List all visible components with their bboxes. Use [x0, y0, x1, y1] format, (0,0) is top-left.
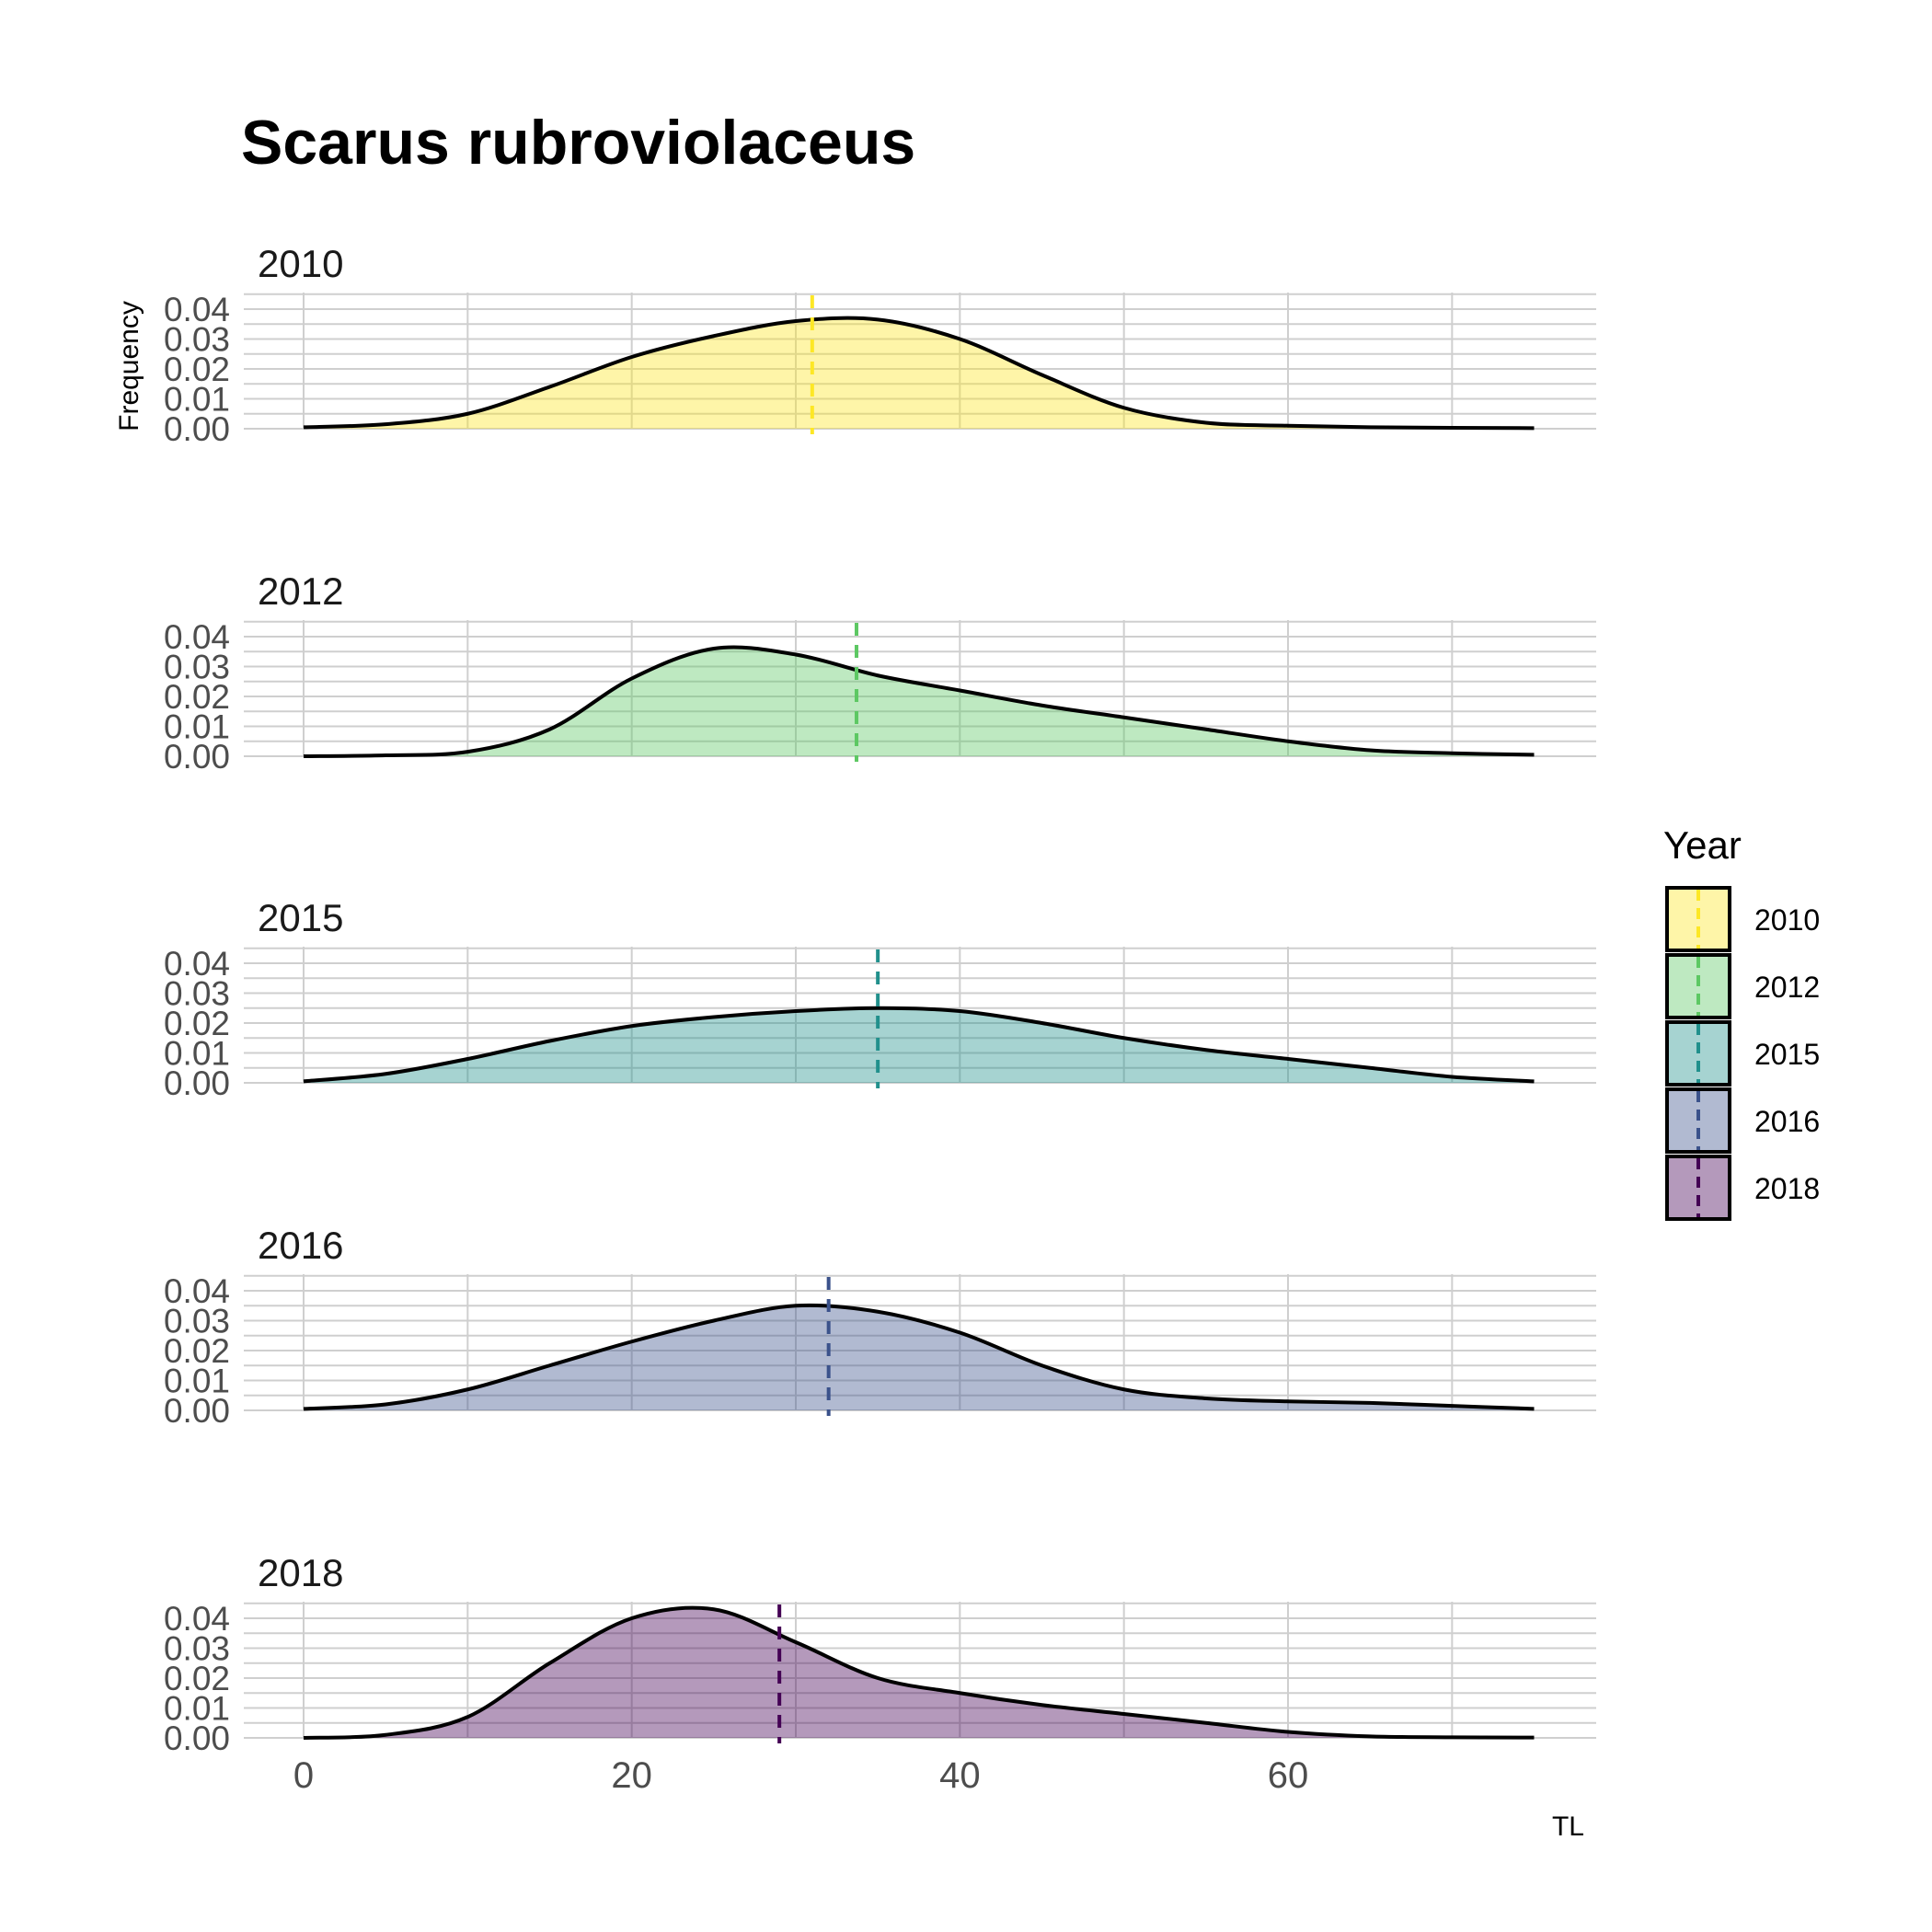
density-curve-2018: [303, 1605, 1535, 1740]
legend-label-2012: 2012: [1754, 971, 1820, 1004]
legend-label-2016: 2016: [1754, 1105, 1820, 1138]
density-area-2018: [304, 1607, 1535, 1738]
y-tick-label: 0.02: [164, 1332, 230, 1370]
y-tick-label: 0.02: [164, 678, 230, 716]
y-tick-label: 0.01: [164, 1363, 230, 1400]
y-tick-label: 0.04: [164, 1272, 230, 1310]
legend-label-2018: 2018: [1754, 1172, 1820, 1205]
y-tick-label: 0.01: [164, 381, 230, 419]
density-curve-2012: [303, 645, 1535, 758]
y-tick-label: 0.01: [164, 708, 230, 746]
y-tick-label: 0.01: [164, 1690, 230, 1728]
y-tick-label: 0.03: [164, 1303, 230, 1340]
y-tick-label: 0.02: [164, 351, 230, 388]
facet-label-2015: 2015: [258, 896, 343, 939]
x-tick-label: 20: [611, 1755, 652, 1796]
legend-item-2010: 2010: [1665, 886, 1820, 952]
facet-panels: 20100.000.010.020.030.0420120.000.010.02…: [164, 242, 1596, 1757]
y-tick-label: 0.02: [164, 1005, 230, 1042]
facet-2010: 2010 0.000.010.020.030.04: [164, 242, 1596, 448]
density-curve-2015: [303, 1006, 1535, 1084]
facet-2012: 2012 0.000.010.020.030.04: [164, 569, 1596, 776]
density-area-2015: [304, 1007, 1535, 1083]
facet-label-2010: 2010: [258, 242, 343, 285]
y-axis-title: Frequency: [114, 301, 144, 431]
y-tick-label: 0.03: [164, 975, 230, 1013]
y-tick-label: 0.04: [164, 945, 230, 983]
facet-2015: 2015 0.000.010.020.030.04: [164, 896, 1596, 1102]
legend-item-2015: 2015: [1665, 1020, 1820, 1087]
facet-2016: 2016 0.000.010.020.030.04: [164, 1224, 1596, 1430]
y-tick-label: 0.03: [164, 649, 230, 686]
legend-label-2010: 2010: [1754, 903, 1820, 937]
facet-label-2018: 2018: [258, 1551, 343, 1594]
density-area-2010: [304, 317, 1535, 429]
y-tick-label: 0.04: [164, 1600, 230, 1638]
y-tick-label: 0.04: [164, 291, 230, 328]
facet-label-2016: 2016: [258, 1224, 343, 1267]
density-curve-2016: [303, 1303, 1535, 1411]
legend-item-2016: 2016: [1665, 1087, 1820, 1154]
x-tick-label: 0: [293, 1755, 314, 1796]
y-tick-label: 0.00: [164, 410, 230, 448]
legend: Year 2010 2012 2015 2016 2018: [1663, 823, 1820, 1221]
density-area-2012: [304, 647, 1535, 756]
x-tick-label: 60: [1268, 1755, 1309, 1796]
legend-item-2012: 2012: [1665, 953, 1820, 1019]
chart-title: Scarus rubroviolaceus: [241, 108, 915, 178]
y-tick-label: 0.00: [164, 1064, 230, 1102]
legend-title: Year: [1663, 823, 1742, 867]
x-axis: 0 20 40 60: [293, 1755, 1308, 1796]
density-area-2016: [304, 1305, 1535, 1410]
y-tick-label: 0.03: [164, 321, 230, 359]
density-curve-2010: [303, 316, 1535, 431]
legend-item-2018: 2018: [1665, 1155, 1820, 1221]
x-tick-label: 40: [939, 1755, 981, 1796]
y-tick-label: 0.00: [164, 738, 230, 776]
y-tick-label: 0.00: [164, 1392, 230, 1430]
facet-label-2012: 2012: [258, 569, 343, 613]
y-tick-label: 0.03: [164, 1630, 230, 1668]
y-tick-label: 0.04: [164, 618, 230, 656]
facet-2018: 2018 0.000.010.020.030.04: [164, 1551, 1596, 1757]
legend-label-2015: 2015: [1754, 1038, 1820, 1071]
y-tick-label: 0.01: [164, 1035, 230, 1073]
x-axis-title: TL: [1552, 1811, 1584, 1842]
y-tick-label: 0.02: [164, 1660, 230, 1697]
y-tick-label: 0.00: [164, 1719, 230, 1757]
